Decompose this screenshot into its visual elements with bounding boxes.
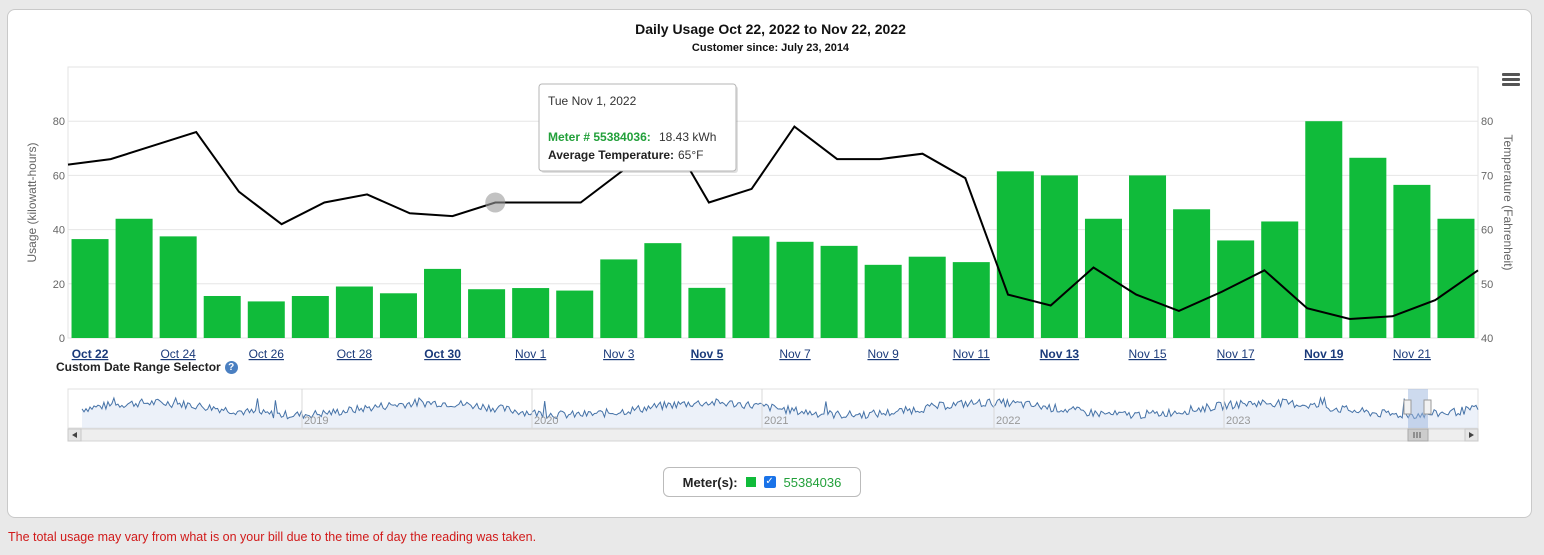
usage-bar[interactable] [1129, 175, 1167, 338]
usage-bar[interactable] [952, 262, 990, 338]
x-tick-label[interactable]: Oct 24 [160, 347, 196, 361]
x-tick-label[interactable]: Nov 5 [691, 347, 724, 361]
x-tick-label[interactable]: Nov 1 [515, 347, 547, 361]
y2-tick-label: 50 [1481, 279, 1493, 291]
scrollbar-track[interactable] [67, 428, 1479, 442]
usage-bar[interactable] [159, 236, 197, 338]
x-tick-label[interactable]: Nov 21 [1393, 347, 1431, 361]
usage-bar[interactable] [556, 290, 594, 338]
usage-bar[interactable] [1173, 209, 1211, 338]
x-tick-label[interactable]: Nov 19 [1304, 347, 1344, 361]
usage-bar[interactable] [600, 259, 638, 338]
usage-bar[interactable] [1393, 184, 1431, 338]
navigator-year-label: 2023 [1226, 415, 1250, 427]
x-tick-label[interactable]: Nov 3 [603, 347, 635, 361]
y-tick-label: 0 [59, 333, 65, 345]
usage-bar[interactable] [1217, 240, 1255, 338]
usage-bar[interactable] [512, 288, 550, 338]
usage-bar[interactable] [1349, 157, 1387, 338]
legend-meter-name[interactable]: 55384036 [783, 474, 842, 490]
x-tick-label[interactable]: Nov 11 [953, 347, 990, 361]
usage-bar[interactable] [291, 295, 329, 338]
usage-bar[interactable] [688, 287, 726, 338]
y-tick-label: 60 [53, 170, 65, 182]
usage-bar[interactable] [732, 236, 770, 338]
usage-bar[interactable] [820, 245, 858, 338]
arrow-right-icon [1469, 432, 1474, 438]
x-tick-label[interactable]: Nov 13 [1040, 347, 1080, 361]
x-tick-label[interactable]: Nov 7 [779, 347, 811, 361]
usage-bar[interactable] [996, 171, 1034, 338]
usage-bar[interactable] [1040, 175, 1078, 338]
usage-bar[interactable] [203, 295, 241, 338]
hover-marker [485, 192, 506, 213]
usage-bar[interactable] [1305, 121, 1343, 338]
navigator-selection[interactable] [1408, 389, 1428, 428]
x-tick-label[interactable]: Oct 26 [249, 347, 285, 361]
usage-bar[interactable] [864, 264, 902, 338]
y2-tick-label: 80 [1481, 116, 1493, 128]
usage-bar[interactable] [115, 218, 153, 338]
tooltip-date: Tue Nov 1, 2022 [548, 94, 637, 108]
x-tick-label[interactable]: Nov 15 [1129, 347, 1167, 361]
x-tick-label[interactable]: Oct 28 [337, 347, 373, 361]
usage-bar[interactable] [424, 268, 462, 338]
x-tick-label[interactable]: Oct 22 [72, 347, 109, 361]
meter-checkbox[interactable]: ✓ [763, 476, 776, 488]
y-axis-title: Usage (kilowatt-hours) [25, 142, 39, 262]
y2-tick-label: 70 [1481, 170, 1493, 182]
y2-axis-title: Temperature (Fahrenheit) [1501, 134, 1515, 270]
tooltip-temp-value: 65°F [678, 148, 703, 162]
usage-bar[interactable] [247, 301, 285, 338]
navigator-left-handle[interactable] [1403, 399, 1412, 415]
usage-bar[interactable] [468, 289, 506, 338]
legend: Meter(s): ✓ 55384036 [663, 467, 861, 497]
footnote: The total usage may vary from what is on… [8, 530, 537, 544]
date-range-selector-label: Custom Date Range Selector? [56, 360, 238, 375]
hamburger-menu-icon[interactable] [1502, 73, 1520, 87]
legend-title: Meter(s): [682, 474, 738, 490]
x-tick-label[interactable]: Oct 30 [424, 347, 461, 361]
navigator-year-label: 2022 [996, 415, 1020, 427]
temperature-line [67, 125, 1479, 321]
chart-subtitle: Customer since: July 23, 2014 [691, 42, 850, 54]
usage-bar[interactable] [1084, 218, 1122, 338]
usage-bar[interactable] [379, 293, 417, 338]
usage-bar[interactable] [335, 286, 373, 338]
usage-bar[interactable] [908, 256, 946, 338]
scrollbar-thumb[interactable] [1407, 428, 1429, 442]
tooltip-temp-label: Average Temperature: [548, 148, 674, 162]
x-tick-label[interactable]: Nov 9 [867, 347, 899, 361]
y2-tick-label: 40 [1481, 333, 1493, 345]
navigator-year-label: 2020 [534, 415, 558, 427]
help-icon[interactable]: ? [224, 361, 238, 375]
navigator-right-handle[interactable] [1423, 399, 1432, 415]
arrow-left-icon [72, 432, 77, 438]
legend-swatch [745, 477, 756, 487]
tooltip [538, 83, 737, 172]
navigator-year-label: 2021 [764, 415, 788, 427]
tooltip-meter-value: 18.43 kWh [659, 130, 716, 144]
y2-tick-label: 60 [1481, 225, 1493, 237]
navigator-year-label: 2019 [304, 415, 328, 427]
usage-bar[interactable] [71, 239, 109, 338]
usage-bar[interactable] [776, 241, 814, 338]
navigator-fill [82, 398, 1478, 428]
y-tick-label: 40 [53, 225, 65, 237]
usage-bar[interactable] [1261, 221, 1299, 338]
x-tick-label[interactable]: Nov 17 [1217, 347, 1255, 361]
usage-bar[interactable] [1437, 218, 1475, 338]
plot-area [67, 66, 1479, 339]
chart-title: Daily Usage Oct 22, 2022 to Nov 22, 2022 [635, 21, 906, 37]
y-tick-label: 20 [53, 279, 65, 291]
tooltip-meter-label: Meter # 55384036: [548, 130, 651, 144]
navigator-series [81, 396, 1479, 420]
usage-bar[interactable] [644, 243, 682, 338]
y-tick-label: 80 [53, 116, 65, 128]
